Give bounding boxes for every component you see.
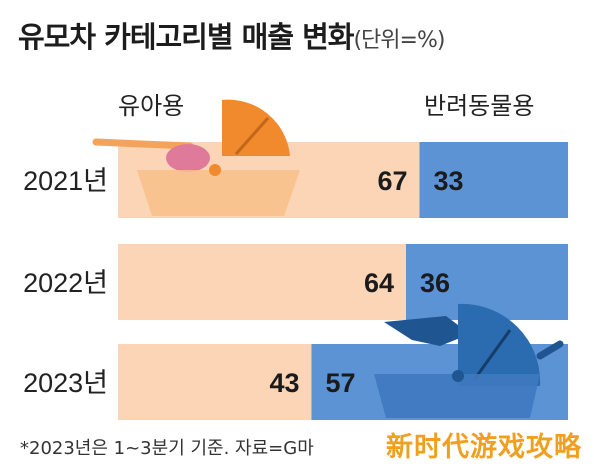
bar-pet	[419, 142, 568, 218]
footnote: *2023년은 1~3분기 기준. 자료=G마	[20, 438, 314, 459]
value-label-baby: 43	[269, 368, 299, 398]
value-label-pet: 33	[434, 166, 464, 196]
watermark-source: 搜狐号@全球先进品牌探索	[438, 458, 570, 471]
value-label-baby: 64	[364, 268, 394, 298]
year-label: 2022년	[23, 268, 108, 298]
chart-title-text: 유모차 카테고리별 매출 변화	[18, 20, 354, 54]
year-label: 2021년	[23, 166, 108, 196]
legend-pet: 반려동물용	[424, 92, 535, 120]
legend-baby: 유아용	[118, 92, 185, 120]
value-label-pet: 36	[420, 268, 450, 298]
year-label: 2023년	[23, 368, 108, 398]
value-label-baby: 67	[377, 166, 407, 196]
chart-title: 유모차 카테고리별 매출 변화(단위=%)	[18, 14, 445, 56]
bar-baby	[118, 344, 312, 420]
baby-stroller-icon	[92, 99, 300, 216]
watermark-text: 新时代游戏攻略	[386, 432, 582, 463]
value-label-pet: 57	[326, 368, 356, 398]
pet-stroller-icon	[374, 303, 564, 418]
bar-baby	[118, 244, 406, 320]
bar-pet	[406, 244, 568, 320]
unit-label: (단위=%)	[353, 28, 445, 53]
